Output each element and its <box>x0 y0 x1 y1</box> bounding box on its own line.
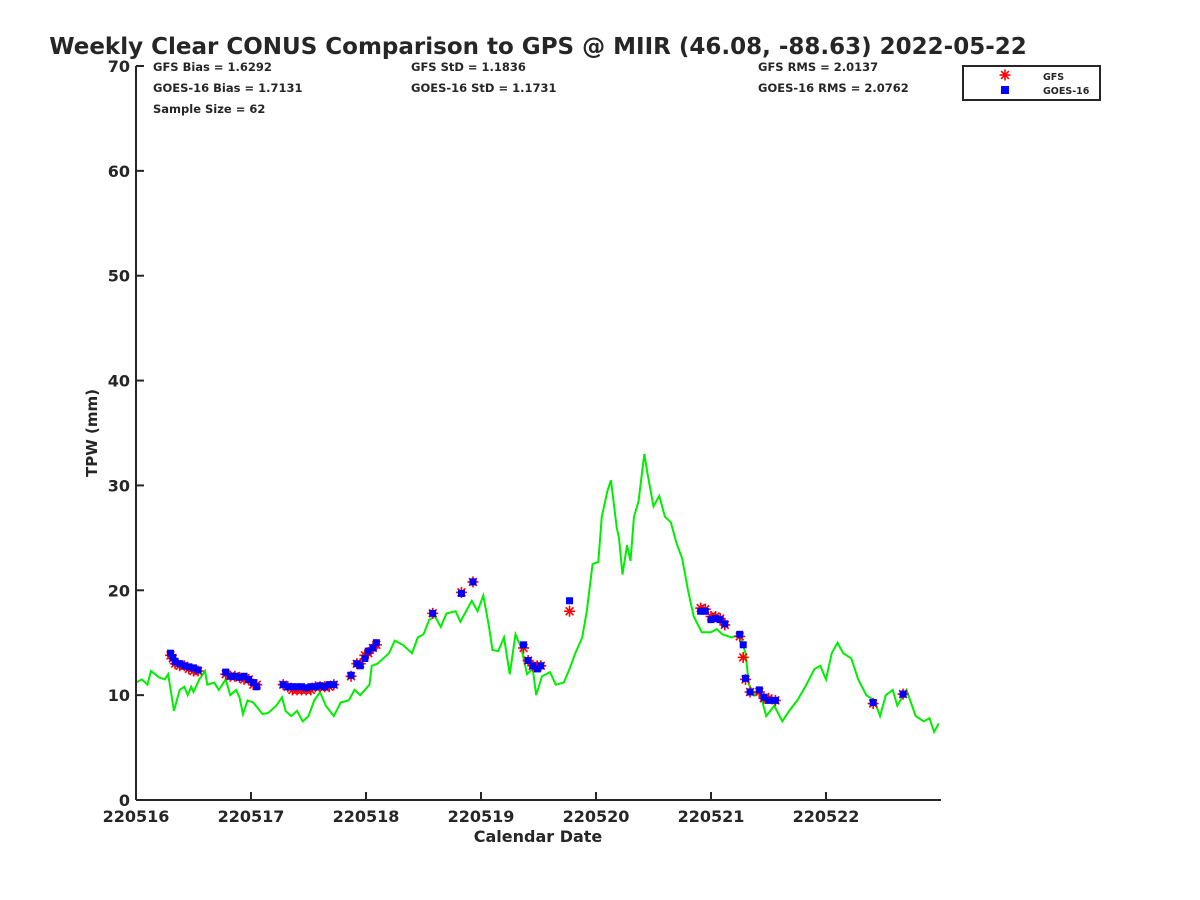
goes-point <box>288 683 296 691</box>
goes-point <box>347 671 355 679</box>
legend-gfs-marker <box>999 69 1011 81</box>
goes-point <box>171 658 179 666</box>
goes-point <box>707 616 715 624</box>
goes-point <box>457 589 465 597</box>
x-tick-label: 220522 <box>793 807 860 826</box>
goes-point <box>169 653 177 661</box>
goes-point <box>742 674 749 682</box>
stat-gfs-bias: GFS Bias = 1.6292 <box>153 60 272 74</box>
x-tick-label: 220516 <box>103 807 170 826</box>
goes-point <box>524 657 532 665</box>
legend-goes-label: GOES-16 <box>1043 86 1090 97</box>
chart-title: Weekly Clear CONUS Comparison to GPS @ M… <box>49 34 1027 60</box>
goes-point <box>249 679 257 687</box>
stat-goes-bias: GOES-16 Bias = 1.7131 <box>153 81 302 95</box>
legend-goes-marker <box>1001 86 1009 94</box>
goes-point <box>361 654 369 662</box>
goes-point <box>226 672 234 680</box>
goes-point <box>356 662 364 670</box>
plot-area <box>135 453 940 735</box>
goes-point <box>899 690 907 698</box>
goes-point <box>190 664 197 672</box>
y-axis-label: TPW (mm) <box>83 389 101 477</box>
y-tick-label: 50 <box>108 267 130 286</box>
goes-point <box>771 696 779 704</box>
goes-point <box>701 607 709 615</box>
goes-point <box>429 609 437 617</box>
goes-point <box>869 698 877 706</box>
goes-point <box>765 696 772 704</box>
gfs-point <box>564 605 576 617</box>
goes-point <box>364 647 372 655</box>
gfs-point <box>737 651 749 663</box>
goes-point <box>176 660 184 668</box>
goes-point <box>372 639 380 647</box>
axes: 0 10 20 30 40 50 60 70 220516 220517 220518 220519 2… <box>103 57 941 826</box>
goes-point <box>180 662 188 670</box>
star-stroke <box>565 606 575 616</box>
x-tick-label: 220521 <box>678 807 745 826</box>
goes-point <box>307 683 315 691</box>
goes-point <box>167 649 174 657</box>
goes-point <box>222 668 230 676</box>
goes-point <box>316 682 324 690</box>
y-tick-label: 60 <box>108 162 130 181</box>
goes-point <box>279 681 287 689</box>
goes-point <box>469 578 477 586</box>
goes-point <box>760 693 768 701</box>
goes-point <box>716 616 724 624</box>
goes-point <box>330 681 338 689</box>
stat-gfs-rms: GFS RMS = 2.0137 <box>758 60 878 74</box>
goes-point <box>311 683 319 691</box>
legend-box <box>962 65 1101 101</box>
goes-point <box>520 641 528 649</box>
stat-gfs-std: GFS StD = 1.1836 <box>411 60 526 74</box>
goes-point <box>537 662 545 670</box>
stat-goes-std: GOES-16 StD = 1.1731 <box>411 81 556 95</box>
legend-gfs-star <box>999 69 1011 81</box>
y-tick-label: 0 <box>119 791 130 810</box>
goes-point <box>240 672 248 680</box>
x-tick-label: 220520 <box>563 807 630 826</box>
y-tick-label: 40 <box>108 372 130 391</box>
goes-point <box>298 683 306 691</box>
goes-point <box>566 597 574 605</box>
star-stroke <box>1000 70 1010 80</box>
stat-sample-size: Sample Size = 62 <box>153 102 265 116</box>
goes-point <box>721 620 729 628</box>
goes-point <box>369 644 377 652</box>
goes-point <box>284 683 292 691</box>
goes-point <box>736 630 744 638</box>
stats-block: GFS Bias = 1.6292 GFS StD = 1.1836 GFS R… <box>153 60 909 116</box>
goes-point <box>194 666 202 674</box>
goes-point <box>755 686 763 694</box>
goes-point <box>746 688 754 696</box>
y-tick-label: 70 <box>108 57 130 76</box>
goes-point <box>245 675 253 683</box>
legend: GFS GOES-16 <box>962 65 1101 101</box>
x-tick-label: 220518 <box>333 807 400 826</box>
goes-point <box>293 683 301 691</box>
goes-point <box>253 683 261 691</box>
goes-point <box>185 663 193 671</box>
goes-point <box>231 672 239 680</box>
goes-point <box>529 662 537 670</box>
goes-point <box>712 615 720 623</box>
y-tick-label: 20 <box>108 581 130 600</box>
goes-point <box>321 683 329 691</box>
x-tick-label: 220517 <box>218 807 285 826</box>
goes-point <box>697 607 705 615</box>
legend-gfs-label: GFS <box>1043 72 1064 83</box>
goes-point <box>325 681 333 689</box>
x-tick-label: 220519 <box>448 807 515 826</box>
x-axis-label: Calendar Date <box>474 827 603 846</box>
y-tick-label: 10 <box>108 686 130 705</box>
stat-goes-rms: GOES-16 RMS = 2.0762 <box>758 81 909 95</box>
goes-point <box>236 673 243 681</box>
goes-point <box>302 684 310 692</box>
goes-point <box>739 641 747 649</box>
star-stroke <box>738 652 748 662</box>
y-tick-label: 30 <box>108 476 130 495</box>
